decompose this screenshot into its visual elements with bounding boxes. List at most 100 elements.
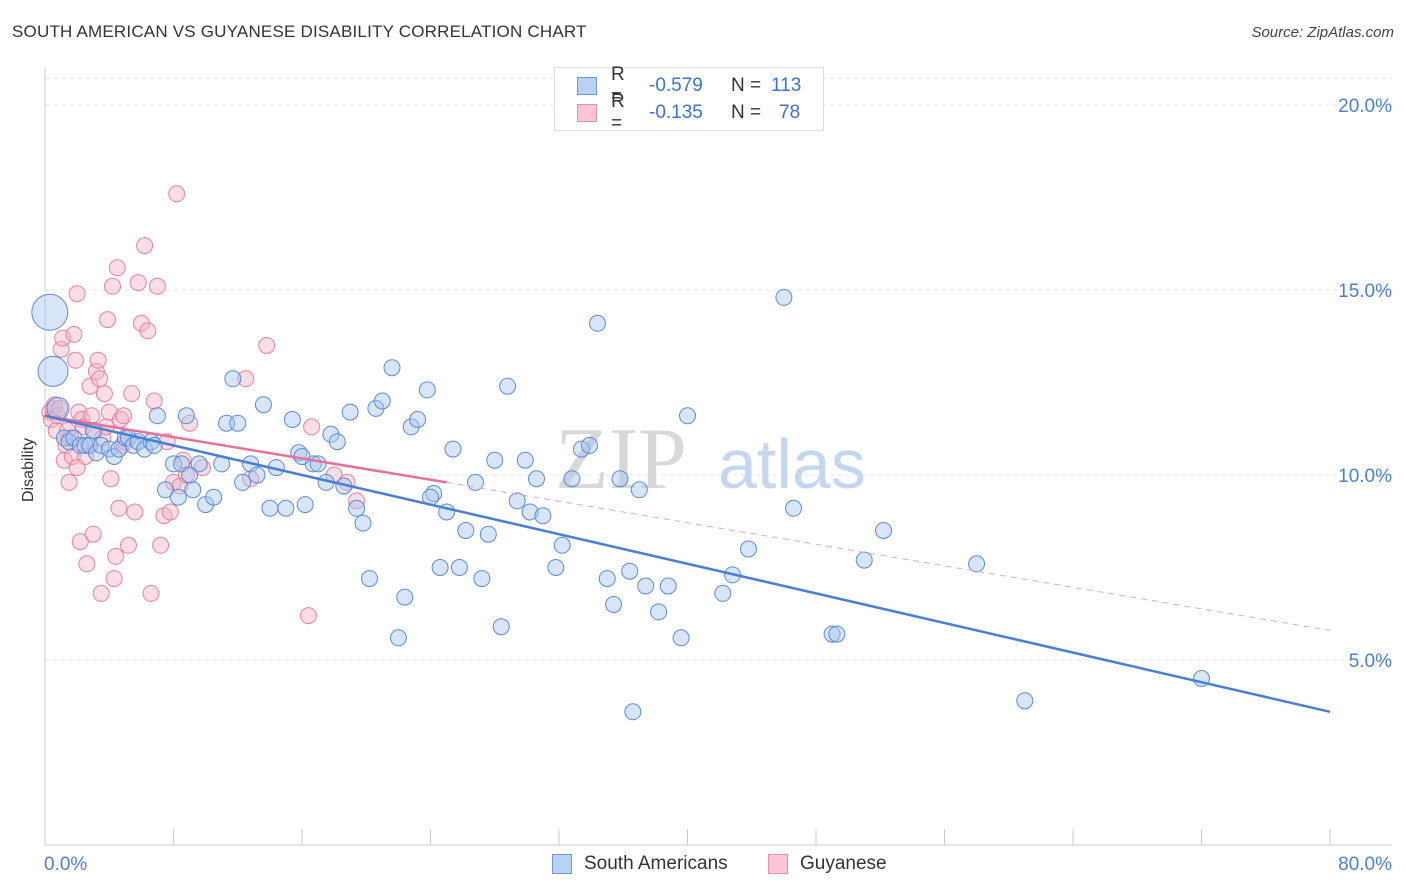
point-guyanese — [161, 503, 179, 521]
point-south-americans — [828, 625, 846, 643]
point-south-americans — [309, 455, 327, 473]
point-guyanese — [110, 499, 128, 517]
point-guyanese — [145, 392, 163, 410]
point-guyanese — [54, 329, 72, 347]
point-south-americans — [499, 377, 517, 395]
source-credit: Source: ZipAtlas.com — [1251, 24, 1394, 41]
point-south-americans — [659, 577, 677, 595]
point-south-americans — [563, 470, 581, 488]
point-guyanese — [105, 570, 123, 588]
point-south-americans — [573, 440, 590, 458]
point-south-americans — [396, 588, 414, 606]
point-south-americans — [283, 411, 301, 428]
point-south-americans — [855, 551, 873, 569]
point-south-americans — [31, 293, 69, 331]
point-south-americans — [534, 507, 552, 525]
point-guyanese — [102, 470, 120, 488]
point-south-americans — [341, 403, 359, 421]
point-south-americans — [184, 481, 202, 499]
legend-item-south-americans: South Americans — [552, 853, 728, 875]
legend-box: R = -0.579 N = 113 R = -0.135 N = 78 — [554, 64, 824, 134]
y-tick-label: 20.0% — [1338, 96, 1392, 117]
point-guyanese — [348, 492, 366, 510]
legend-row-south-americans: R = -0.579 N = 113 — [577, 64, 811, 107]
point-guyanese — [139, 322, 157, 340]
legend-r-label: R = — [611, 64, 625, 107]
point-south-americans — [492, 618, 510, 636]
point-guyanese — [108, 259, 126, 277]
point-guyanese — [115, 407, 133, 425]
point-south-americans — [71, 436, 89, 454]
y-tick-label: 10.0% — [1338, 466, 1392, 487]
point-guyanese — [95, 385, 113, 403]
point-guyanese — [104, 277, 121, 295]
y-tick-label: 15.0% — [1338, 281, 1392, 302]
point-south-americans — [637, 577, 655, 595]
point-south-americans — [37, 355, 69, 387]
point-south-americans — [431, 559, 449, 576]
point-south-americans — [328, 433, 346, 451]
axes — [44, 68, 1392, 846]
point-south-americans — [516, 451, 534, 469]
point-south-americans — [785, 499, 802, 517]
trend-line-south-americans — [44, 414, 1331, 714]
point-south-americans — [740, 540, 757, 558]
y-tick-label: 5.0% — [1349, 651, 1392, 672]
legend-n-value: 113 — [771, 75, 802, 96]
legend-r-value: -0.579 — [649, 75, 703, 96]
point-south-americans — [361, 570, 378, 588]
point-guyanese — [299, 607, 317, 625]
legend-n-value: 78 — [779, 102, 801, 123]
point-guyanese — [78, 555, 96, 573]
point-guyanese — [258, 337, 276, 354]
point-guyanese — [123, 385, 141, 403]
point-south-americans — [389, 629, 407, 647]
point-guyanese — [129, 274, 147, 292]
trend-line-guyanese-extension — [446, 481, 1331, 631]
point-guyanese — [120, 536, 137, 554]
point-south-americans — [589, 314, 606, 332]
point-south-americans — [486, 451, 504, 469]
point-south-americans — [875, 522, 892, 539]
point-south-americans — [224, 370, 242, 388]
point-guyanese — [52, 340, 70, 358]
point-south-americans — [157, 481, 174, 499]
point-guyanese — [142, 584, 160, 602]
point-guyanese — [51, 399, 68, 417]
point-guyanese — [152, 536, 170, 554]
point-south-americans — [205, 488, 223, 506]
point-south-americans — [508, 492, 526, 510]
chart-title: SOUTH AMERICAN VS GUYANESE DISABILITY CO… — [12, 22, 587, 41]
point-guyanese — [136, 237, 154, 255]
legend-n-label: N = — [731, 102, 762, 123]
point-guyanese — [65, 325, 83, 343]
legend-swatch-blue — [577, 77, 597, 95]
series-south-americans — [41, 185, 366, 625]
legend-swatch-pink — [577, 104, 597, 122]
point-south-americans — [354, 514, 372, 532]
point-south-americans — [521, 503, 539, 521]
legend-label-guyanese: Guyanese — [800, 853, 887, 874]
point-guyanese — [92, 584, 110, 602]
point-guyanese — [67, 351, 84, 369]
point-south-americans — [547, 559, 565, 576]
point-guyanese — [68, 459, 86, 477]
trend-lines — [44, 414, 1331, 714]
point-south-americans — [110, 440, 128, 458]
point-south-americans — [234, 473, 252, 491]
point-south-americans — [169, 488, 187, 506]
point-guyanese — [99, 311, 117, 329]
point-guyanese — [126, 503, 144, 521]
point-south-americans — [598, 570, 616, 588]
legend-swatch-blue — [552, 854, 572, 874]
point-guyanese — [237, 370, 255, 388]
point-guyanese — [84, 525, 102, 543]
point-guyanese — [107, 547, 125, 565]
point-south-americans — [92, 436, 110, 454]
point-south-americans — [479, 525, 497, 543]
point-south-americans — [823, 625, 841, 643]
point-south-americans — [968, 555, 986, 573]
point-south-americans — [714, 584, 732, 602]
point-south-americans — [581, 436, 598, 454]
